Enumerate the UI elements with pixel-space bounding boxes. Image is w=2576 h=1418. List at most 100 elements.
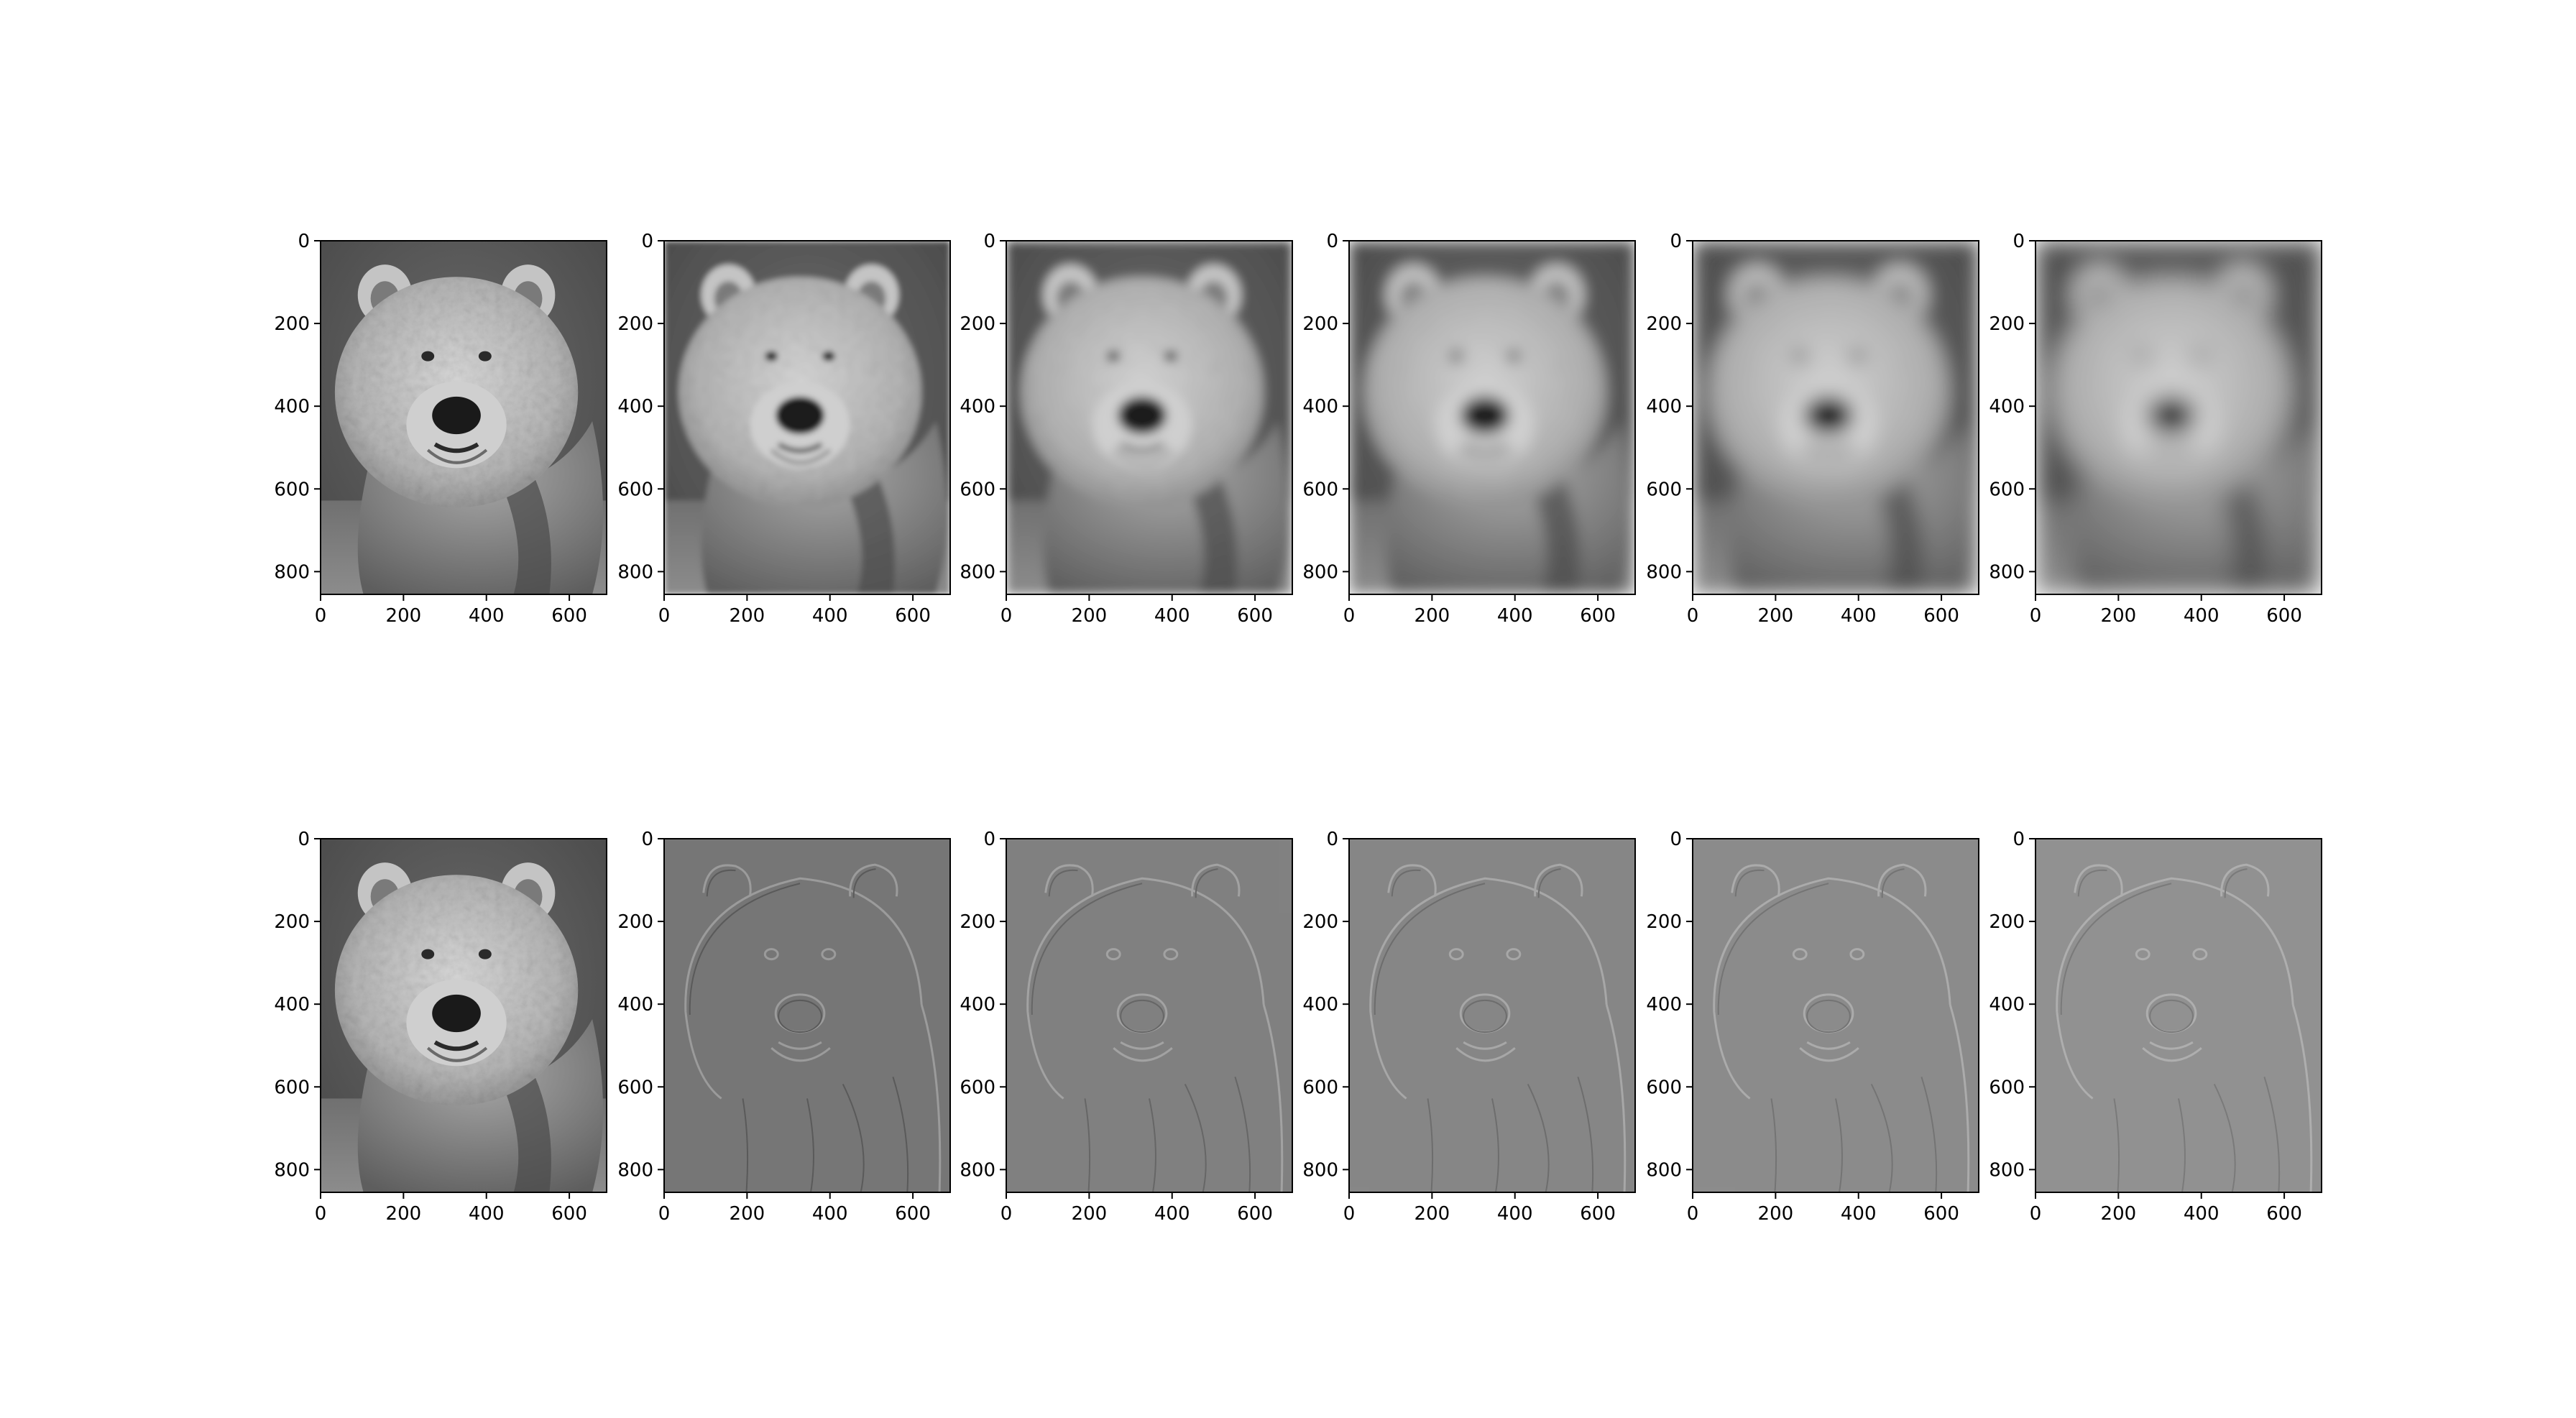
axes-frame bbox=[1692, 240, 1979, 595]
bear-image bbox=[1006, 241, 1292, 594]
x-tick-label: 600 bbox=[1580, 1203, 1616, 1225]
y-tick-label: 200 bbox=[274, 313, 310, 335]
laplacian-stack-panel-2: 0 200 400 600 0 200 400 600 800 bbox=[617, 829, 951, 1225]
x-tick-label: 0 bbox=[2030, 605, 2042, 627]
y-tick-label: 0 bbox=[1670, 829, 1682, 850]
x-tick-label: 200 bbox=[1072, 1203, 1108, 1225]
x-tick-label: 200 bbox=[386, 605, 422, 627]
gaussian-stack-panel-5: 0 200 400 600 0 200 400 600 800 bbox=[1646, 231, 1979, 627]
x-tick-label: 0 bbox=[658, 1203, 671, 1225]
y-tick-label: 600 bbox=[274, 1077, 310, 1098]
y-tick-label: 400 bbox=[1302, 396, 1338, 418]
bear-image bbox=[664, 241, 950, 594]
axes-frame bbox=[1692, 838, 1979, 1193]
x-tick-label: 600 bbox=[895, 605, 931, 627]
axes-frame bbox=[1348, 838, 1636, 1193]
y-tick-label: 0 bbox=[1326, 231, 1338, 252]
x-tick-label: 200 bbox=[1072, 605, 1108, 627]
x-tick-label: 0 bbox=[315, 605, 327, 627]
bear-image bbox=[1693, 839, 1979, 1192]
x-tick-label: 400 bbox=[1841, 1203, 1877, 1225]
axes-frame bbox=[663, 838, 951, 1193]
x-tick-label: 0 bbox=[1343, 1203, 1356, 1225]
y-tick-label: 200 bbox=[1302, 313, 1338, 335]
x-tick-label: 600 bbox=[551, 1203, 587, 1225]
gaussian-stack-panel-3: 0 200 400 600 0 200 400 600 800 bbox=[960, 231, 1293, 627]
bear-image bbox=[321, 241, 607, 594]
laplacian-stack-panel-4: 0 200 400 600 0 200 400 600 800 bbox=[1302, 829, 1636, 1225]
laplacian-stack-panel-1: 0 200 400 600 0 200 400 600 800 bbox=[274, 829, 607, 1225]
y-tick-label: 400 bbox=[1302, 994, 1338, 1016]
x-tick-label: 600 bbox=[551, 605, 587, 627]
x-tick-label: 200 bbox=[2101, 1203, 2137, 1225]
y-tick-label: 0 bbox=[641, 231, 653, 252]
bear-image bbox=[1349, 839, 1635, 1192]
y-tick-label: 600 bbox=[617, 479, 653, 500]
y-tick-label: 800 bbox=[960, 561, 995, 583]
y-tick-label: 400 bbox=[1646, 396, 1682, 418]
x-tick-label: 0 bbox=[1687, 605, 1699, 627]
y-tick-label: 800 bbox=[274, 1159, 310, 1181]
gaussian-stack-panel-1: 0 200 400 600 0 200 400 600 800 bbox=[274, 231, 607, 627]
x-tick-label: 200 bbox=[2101, 605, 2137, 627]
x-tick-label: 200 bbox=[730, 1203, 765, 1225]
y-tick-label: 400 bbox=[1646, 994, 1682, 1016]
y-tick-label: 600 bbox=[1302, 1077, 1338, 1098]
x-tick-label: 400 bbox=[1497, 605, 1533, 627]
y-tick-label: 800 bbox=[617, 561, 653, 583]
x-tick-label: 400 bbox=[812, 605, 848, 627]
x-tick-label: 600 bbox=[1237, 1203, 1273, 1225]
y-tick-label: 800 bbox=[274, 561, 310, 583]
bear-image bbox=[321, 839, 607, 1192]
axes-frame bbox=[320, 838, 607, 1193]
x-tick-label: 400 bbox=[812, 1203, 848, 1225]
x-tick-label: 200 bbox=[1414, 605, 1450, 627]
y-tick-label: 200 bbox=[1646, 911, 1682, 933]
x-tick-label: 400 bbox=[1154, 605, 1190, 627]
x-tick-label: 0 bbox=[1000, 605, 1013, 627]
y-tick-label: 200 bbox=[1302, 911, 1338, 933]
laplacian-stack-panel-6: 0 200 400 600 0 200 400 600 800 bbox=[1989, 829, 2322, 1225]
x-tick-label: 0 bbox=[315, 1203, 327, 1225]
x-tick-label: 200 bbox=[1414, 1203, 1450, 1225]
x-tick-label: 0 bbox=[658, 605, 671, 627]
y-tick-label: 800 bbox=[1646, 561, 1682, 583]
y-tick-label: 600 bbox=[960, 479, 995, 500]
y-tick-label: 800 bbox=[960, 1159, 995, 1181]
y-tick-label: 600 bbox=[1302, 479, 1338, 500]
y-tick-label: 0 bbox=[2012, 231, 2025, 252]
x-tick-label: 600 bbox=[2266, 1203, 2302, 1225]
y-tick-label: 200 bbox=[1989, 911, 2025, 933]
y-tick-label: 400 bbox=[960, 994, 995, 1016]
gaussian-stack-panel-2: 0 200 400 600 0 200 400 600 800 bbox=[617, 231, 951, 627]
y-tick-label: 200 bbox=[1989, 313, 2025, 335]
x-tick-label: 600 bbox=[1923, 605, 1959, 627]
y-tick-label: 400 bbox=[617, 396, 653, 418]
gaussian-stack-panel-4: 0 200 400 600 0 200 400 600 800 bbox=[1302, 231, 1636, 627]
y-tick-label: 600 bbox=[960, 1077, 995, 1098]
y-tick-label: 200 bbox=[960, 911, 995, 933]
y-tick-label: 400 bbox=[274, 994, 310, 1016]
y-tick-label: 600 bbox=[1646, 1077, 1682, 1098]
gaussian-stack-panel-6: 0 200 400 600 0 200 400 600 800 bbox=[1989, 231, 2322, 627]
bear-image bbox=[2036, 839, 2322, 1192]
bear-image bbox=[1006, 839, 1292, 1192]
y-tick-label: 800 bbox=[1302, 561, 1338, 583]
x-tick-label: 600 bbox=[1580, 605, 1616, 627]
axes-frame bbox=[1006, 838, 1293, 1193]
y-tick-label: 400 bbox=[1989, 396, 2025, 418]
x-tick-label: 400 bbox=[469, 1203, 505, 1225]
x-tick-label: 400 bbox=[1154, 1203, 1190, 1225]
laplacian-stack-panel-3: 0 200 400 600 0 200 400 600 800 bbox=[960, 829, 1293, 1225]
y-tick-label: 400 bbox=[960, 396, 995, 418]
bear-image bbox=[1349, 241, 1635, 594]
y-tick-label: 200 bbox=[1646, 313, 1682, 335]
bear-image bbox=[1693, 241, 1979, 594]
x-tick-label: 600 bbox=[1237, 605, 1273, 627]
x-tick-label: 0 bbox=[1687, 1203, 1699, 1225]
y-tick-label: 800 bbox=[1302, 1159, 1338, 1181]
y-tick-label: 400 bbox=[617, 994, 653, 1016]
y-tick-label: 800 bbox=[1989, 1159, 2025, 1181]
y-tick-label: 600 bbox=[1989, 479, 2025, 500]
